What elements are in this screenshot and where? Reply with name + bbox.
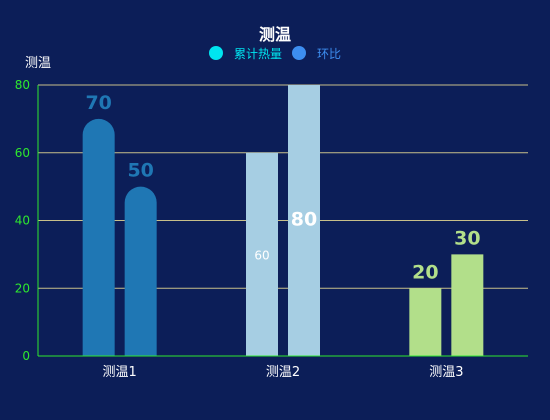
legend-item-cumulative-heat[interactable]: 累计热量 [209,46,282,61]
bar[interactable] [82,118,115,356]
y-tick-label: 40 [15,214,30,228]
data-label: 20 [412,261,438,283]
bar[interactable] [246,152,278,356]
bar[interactable] [451,254,484,356]
legend-item-month-over-month[interactable]: 环比 [292,46,341,61]
y-axis-title: 测温 [25,56,51,71]
bar[interactable] [409,288,442,356]
chart-title: 测温 [259,25,291,44]
y-tick-label: 0 [22,349,30,363]
y-tick-label: 60 [15,146,30,160]
x-tick-label: 测温1 [103,365,137,380]
bars [82,85,484,356]
data-label: 80 [291,209,317,231]
bar[interactable] [124,186,157,356]
x-tick-label: 测温3 [429,365,463,380]
gridlines [38,84,528,289]
data-labels: 70 50 60 80 20 30 [85,92,480,283]
legend-marker-month-over-month [292,46,306,60]
bar[interactable] [288,85,320,356]
y-tick-label: 80 [15,78,30,92]
legend-label-month-over-month: 环比 [317,47,341,61]
data-label: 70 [85,92,111,114]
y-tick-label: 20 [15,281,30,295]
x-tick-label: 测温2 [266,365,300,380]
legend-label-cumulative-heat: 累计热量 [234,47,282,61]
x-axis-tick-labels: 测温1 测温2 测温3 [103,365,464,380]
y-axis-tick-labels: 0 20 40 60 80 [15,78,30,363]
data-label: 60 [254,248,269,262]
chart-legend[interactable]: 累计热量 环比 [209,46,341,61]
data-label: 30 [454,227,480,249]
data-label: 50 [127,160,153,182]
legend-marker-cumulative-heat [209,46,223,60]
